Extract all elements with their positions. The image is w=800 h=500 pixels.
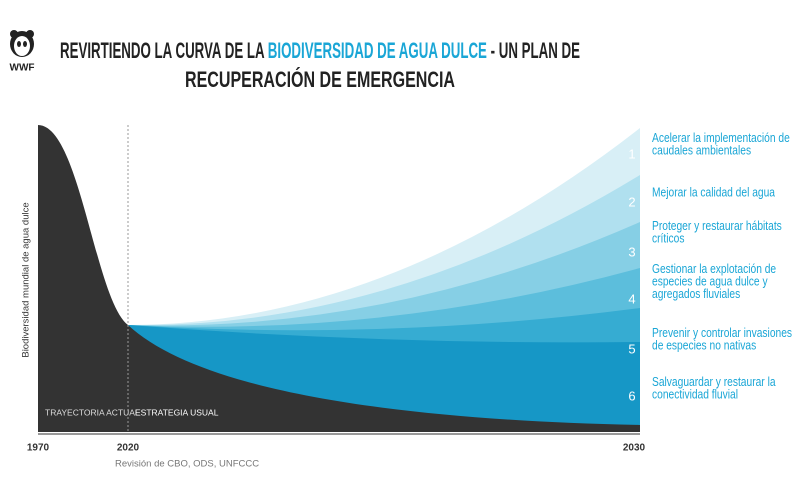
region-label: TRAYECTORIA ACTUAL xyxy=(45,407,140,417)
band-number: 1 xyxy=(628,146,635,161)
action-line: Proteger y restaurar hábitats xyxy=(652,220,782,233)
action-line: especies de agua dulce y xyxy=(652,275,768,288)
title-line: RECUPERACIÓN DE EMERGENCIA xyxy=(185,67,455,92)
x-label: 2020 xyxy=(117,443,140,454)
y-axis-label: Biodiversidad mundial de agua dulce xyxy=(21,202,32,357)
x-label: 1970 xyxy=(27,443,50,454)
action-label: Salvaguardar y restaurar laconectividad … xyxy=(652,376,776,402)
action-line: Prevenir y controlar invasiones xyxy=(652,327,792,340)
band-number: 5 xyxy=(628,341,635,356)
action-line: Acelerar la implementación de xyxy=(652,132,790,145)
band-number: 6 xyxy=(628,388,635,403)
band-number: 4 xyxy=(628,291,635,306)
action-line: agregados fluviales xyxy=(652,288,741,301)
panda-logo xyxy=(10,30,34,57)
logo-text: WWF xyxy=(10,63,35,74)
x-label: 2030 xyxy=(623,443,646,454)
band-number: 2 xyxy=(628,194,635,209)
action-label: Mejorar la calidad del agua xyxy=(652,186,776,199)
title-part: - UN PLAN DE xyxy=(487,38,580,63)
title-highlight: BIODIVERSIDAD DE AGUA DULCE xyxy=(268,38,487,63)
action-line: Mejorar la calidad del agua xyxy=(652,186,776,199)
band-number: 3 xyxy=(628,244,635,259)
source: Revisión de CBO, ODS, UNFCCC xyxy=(115,459,259,470)
action-line: de especies no nativas xyxy=(652,340,756,353)
action-line: críticos xyxy=(652,233,685,246)
action-line: Salvaguardar y restaurar la xyxy=(652,376,776,389)
action-line: caudales ambientales xyxy=(652,145,751,158)
action-line: conectividad fluvial xyxy=(652,389,738,402)
action-line: Gestionar la explotación de xyxy=(652,263,776,276)
title-line: REVIRTIENDO LA CURVA DE LA BIODIVERSIDAD… xyxy=(60,38,580,63)
region-label: ESTRATEGIA USUAL xyxy=(135,407,219,417)
current-trajectory xyxy=(38,125,640,432)
title-part: REVIRTIENDO LA CURVA DE LA xyxy=(60,38,268,63)
